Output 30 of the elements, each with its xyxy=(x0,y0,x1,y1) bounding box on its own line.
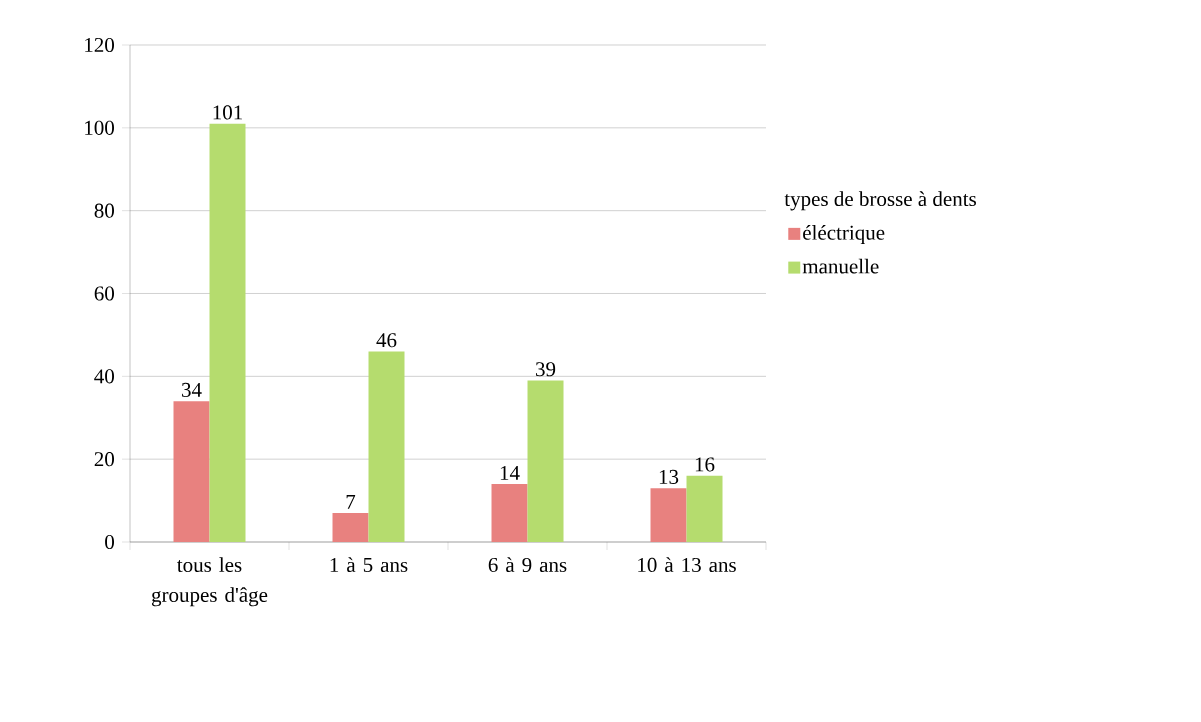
y-tick-label: 100 xyxy=(85,120,114,135)
x-tick-label: 1 à 5 ans xyxy=(330,557,408,572)
legend-title: types de brosse à dents xyxy=(784,191,976,211)
y-tick-label: 80 xyxy=(94,203,114,218)
data-label: 7 xyxy=(346,495,356,509)
y-tick-label: 0 xyxy=(105,534,114,550)
data-label: 34 xyxy=(182,382,202,397)
y-tick-label: 20 xyxy=(94,452,114,467)
data-label: 39 xyxy=(536,362,556,377)
bar xyxy=(173,401,210,542)
y-tick-label: 60 xyxy=(94,286,114,301)
data-label: 14 xyxy=(500,465,520,480)
bar xyxy=(491,484,528,542)
bar xyxy=(332,513,369,542)
bar xyxy=(650,488,687,542)
bar xyxy=(209,123,246,542)
bar xyxy=(368,351,405,542)
data-label: 16 xyxy=(695,457,715,472)
data-label: 46 xyxy=(376,333,397,348)
data-label: 13 xyxy=(659,469,679,484)
x-tick-label: tous les groupes d'âge xyxy=(151,557,268,607)
y-tick-label: 40 xyxy=(94,369,114,384)
x-tick-label: 10 à 13 ans xyxy=(638,557,736,572)
x-tick-label: 6 à 9 ans xyxy=(488,557,567,572)
legend-label: éléctrique xyxy=(803,224,885,245)
bar xyxy=(686,475,723,542)
data-label: 101 xyxy=(213,105,242,120)
bar xyxy=(527,380,564,542)
legend-label: manuelle xyxy=(802,258,879,274)
y-tick-label: 120 xyxy=(85,37,114,53)
